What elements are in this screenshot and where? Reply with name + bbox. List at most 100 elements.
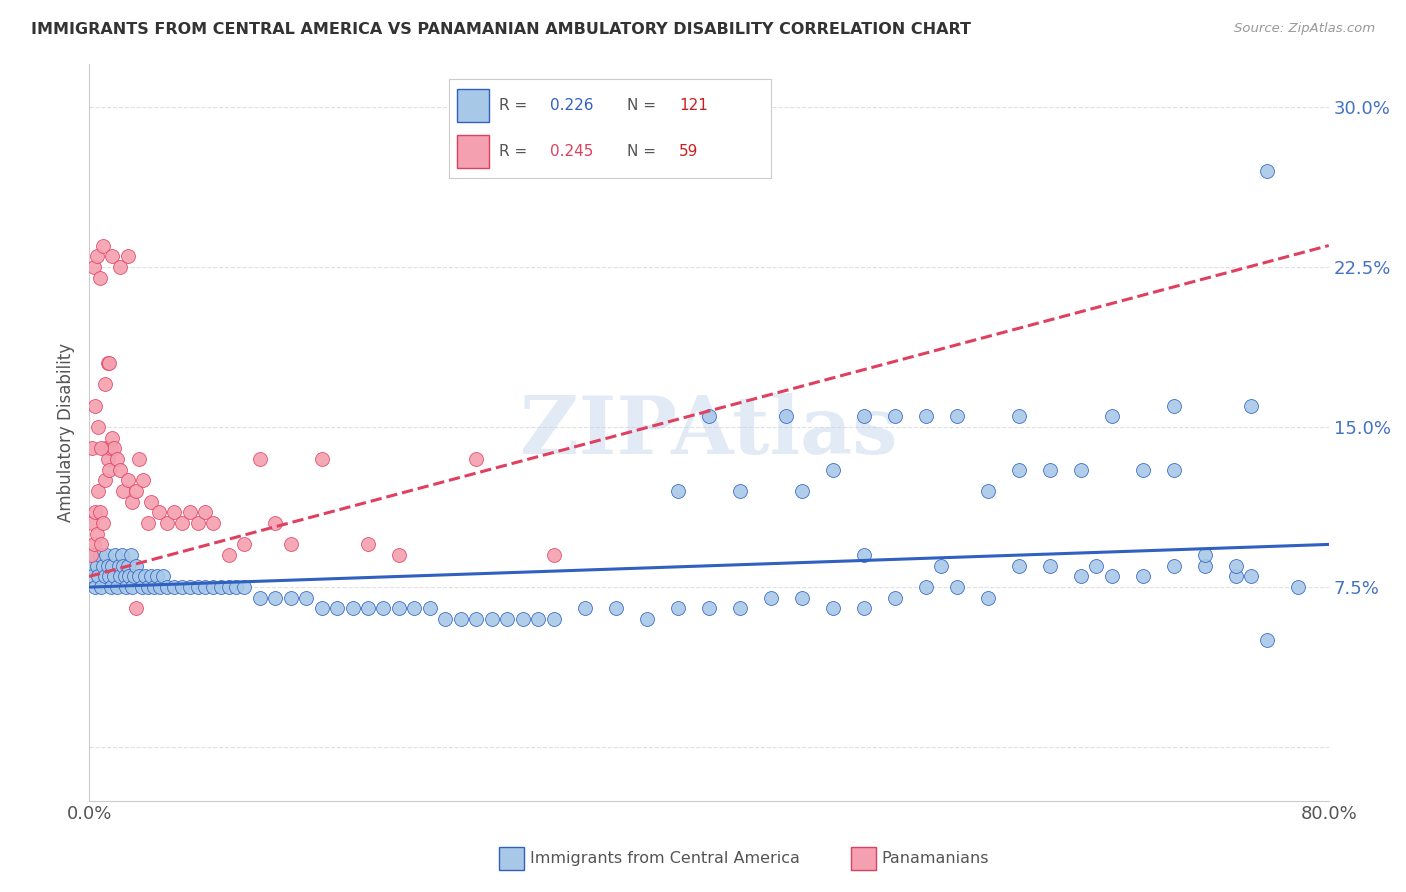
Point [790,591,813,605]
Point [1085,558,1108,573]
Point [86,526,108,541]
Point [90,442,112,456]
Point [97,452,120,467]
Point [883,409,905,424]
Point [122,569,145,583]
Point [295,591,318,605]
Point [636,612,658,626]
Point [83,548,105,562]
Point [342,601,364,615]
Text: IMMIGRANTS FROM CENTRAL AMERICA VS PANAMANIAN AMBULATORY DISABILITY CORRELATION : IMMIGRANTS FROM CENTRAL AMERICA VS PANAM… [31,22,972,37]
Point [357,601,380,615]
Point [121,580,143,594]
Point [574,601,596,615]
Point [131,580,153,594]
Point [139,494,162,508]
Point [605,601,627,615]
Point [79,558,101,573]
Point [1256,163,1278,178]
Point [100,580,122,594]
Point [326,601,349,615]
Point [120,548,142,562]
Point [84,505,107,519]
Point [94,548,117,562]
Point [93,377,115,392]
Point [128,569,150,583]
Point [311,601,333,615]
Point [1194,548,1216,562]
Text: Source: ZipAtlas.com: Source: ZipAtlas.com [1234,22,1375,36]
Point [225,580,247,594]
Point [117,558,139,573]
Point [136,516,159,530]
Point [90,580,112,594]
Point [1039,463,1062,477]
Point [1039,558,1062,573]
Point [852,409,875,424]
Point [249,591,271,605]
Point [134,569,156,583]
Point [101,249,124,263]
Point [194,505,217,519]
Point [103,442,125,456]
Point [100,442,122,456]
Point [728,601,751,615]
Point [434,612,457,626]
Point [87,420,110,434]
Point [1286,580,1309,594]
Point [107,558,129,573]
Point [89,548,111,562]
Point [852,548,875,562]
Point [728,484,751,499]
Point [209,580,232,594]
Point [388,548,411,562]
Text: Immigrants from Central America: Immigrants from Central America [530,852,800,866]
Point [152,569,174,583]
Point [124,484,146,499]
Point [357,537,380,551]
Point [1008,409,1031,424]
Point [1101,409,1123,424]
Point [170,516,193,530]
Point [149,580,172,594]
Point [79,548,101,562]
Point [93,474,115,488]
Point [132,474,155,488]
Point [1070,463,1092,477]
Point [977,591,1000,605]
Point [1256,633,1278,648]
Point [118,569,141,583]
Y-axis label: Ambulatory Disability: Ambulatory Disability [58,343,75,522]
Point [450,612,472,626]
Point [821,463,844,477]
Point [1008,463,1031,477]
Point [1070,569,1092,583]
Point [98,569,121,583]
Point [139,569,162,583]
Point [136,580,159,594]
Point [1101,569,1123,583]
Point [91,558,114,573]
Point [86,558,108,573]
Point [179,505,201,519]
Point [1163,558,1185,573]
Point [82,442,104,456]
Point [388,601,411,615]
Point [915,409,938,424]
Point [697,601,720,615]
Point [115,580,138,594]
Point [264,591,287,605]
Point [155,516,177,530]
Point [89,505,111,519]
Point [110,548,132,562]
Point [419,601,441,615]
Point [82,569,104,583]
Point [94,442,117,456]
Point [117,474,139,488]
Point [280,591,302,605]
Point [186,580,208,594]
Point [946,580,969,594]
Point [496,612,519,626]
Point [112,484,135,499]
Point [883,591,905,605]
